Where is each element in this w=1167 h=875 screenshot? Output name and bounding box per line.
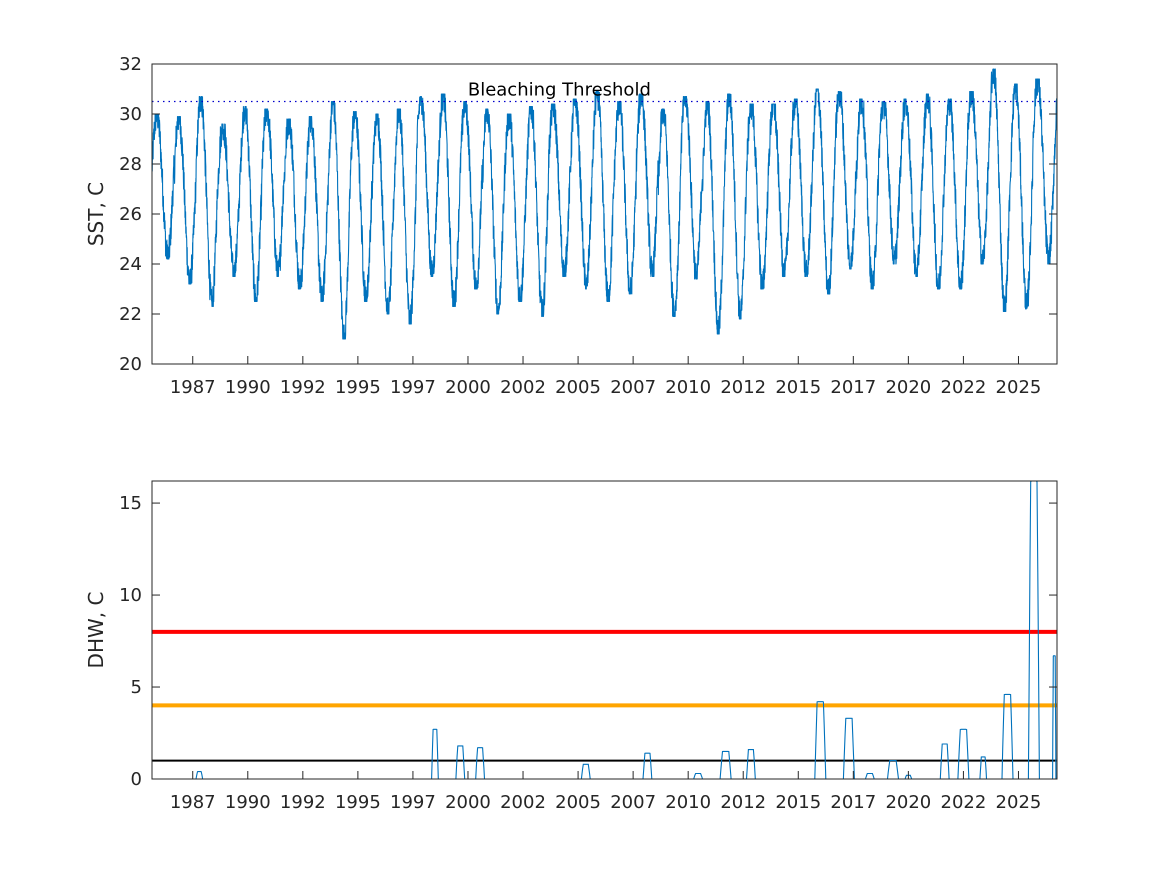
x-tick-label: 2020	[885, 377, 931, 398]
x-tick-label: 2020	[885, 792, 931, 813]
dhw-y-axis-label: DHW, C	[84, 592, 108, 669]
x-tick-label: 1987	[170, 792, 216, 813]
x-tick-label: 2010	[665, 792, 711, 813]
sst-x-ticks: 1987 1990 1992 1995 1997 2000 2002 2005 2007 2010…	[170, 356, 1042, 398]
y-tick-label: 28	[119, 154, 142, 175]
x-tick-label: 2022	[941, 792, 987, 813]
x-tick-label: 2012	[720, 377, 766, 398]
x-tick-label: 2000	[445, 377, 491, 398]
x-tick-label: 2025	[996, 792, 1042, 813]
x-tick-label: 2005	[555, 377, 601, 398]
x-tick-label: 1992	[280, 792, 326, 813]
y-tick-label: 30	[119, 104, 142, 125]
x-tick-label: 2010	[665, 377, 711, 398]
x-tick-label: 2025	[996, 377, 1042, 398]
y-tick-label: 32	[119, 54, 142, 75]
y-tick-label: 0	[131, 769, 142, 790]
x-tick-label: 2002	[500, 792, 546, 813]
x-tick-label: 1995	[335, 792, 381, 813]
dhw-axes-box	[151, 480, 1058, 780]
x-tick-label: 2012	[720, 792, 766, 813]
x-tick-label: 1995	[335, 377, 381, 398]
dhw-x-ticks: 1987 1990 1992 1995 1997 2000 2002 2005 2007 2010…	[170, 771, 1042, 813]
dhw-y-ticks: 0 5 10 15	[119, 493, 1057, 790]
sst-y-ticks: 20 22 24 26 28 30 32	[119, 54, 1057, 375]
x-tick-label: 1997	[390, 792, 436, 813]
x-tick-label: 1990	[225, 792, 271, 813]
x-tick-label: 2017	[830, 792, 876, 813]
x-tick-label: 2007	[610, 377, 656, 398]
bleaching-threshold-label: Bleaching Threshold	[468, 80, 651, 101]
x-tick-label: 1992	[280, 377, 326, 398]
dhw-reference-lines	[152, 629, 1057, 762]
x-tick-label: 1997	[390, 377, 436, 398]
x-tick-label: 2017	[830, 377, 876, 398]
y-tick-label: 24	[119, 254, 142, 275]
dhw-panel: 0 5 10 15 1987 1990 1992 1995 1997 2000 2002 2005 2…	[84, 480, 1058, 813]
y-tick-label: 15	[119, 493, 142, 514]
x-tick-label: 2007	[610, 792, 656, 813]
x-tick-label: 2000	[445, 792, 491, 813]
x-tick-label: 2002	[500, 377, 546, 398]
x-tick-label: 2015	[775, 377, 821, 398]
y-tick-label: 20	[119, 354, 142, 375]
y-tick-label: 26	[119, 204, 142, 225]
y-tick-label: 22	[119, 304, 142, 325]
x-tick-label: 2005	[555, 792, 601, 813]
x-tick-label: 1990	[225, 377, 271, 398]
sst-y-axis-label: SST, C	[84, 182, 108, 246]
y-tick-label: 10	[119, 585, 142, 606]
x-tick-label: 2015	[775, 792, 821, 813]
x-tick-label: 2022	[941, 377, 987, 398]
y-tick-label: 5	[131, 677, 142, 698]
x-tick-label: 1987	[170, 377, 216, 398]
